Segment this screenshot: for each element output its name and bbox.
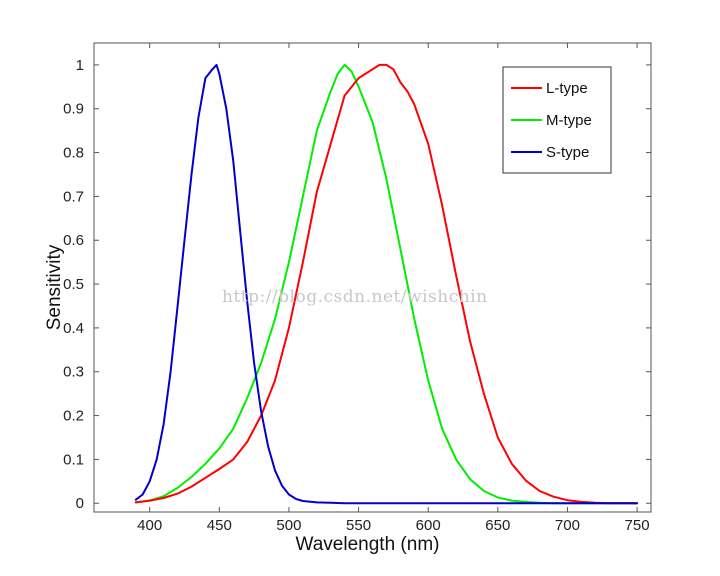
legend: L-type M-type S-type bbox=[502, 66, 612, 174]
x-tick-label: 700 bbox=[555, 517, 580, 534]
legend-label-s-type: S-type bbox=[546, 144, 589, 161]
ticks-layer: 400 450 500 550 600 650 700 750 0 0.1 0.2 0.3 0.4 0.5… bbox=[63, 43, 651, 534]
y-tick-label: 0.8 bbox=[63, 145, 84, 162]
y-tick-label: 0.1 bbox=[63, 451, 84, 468]
y-tick-label: 0.7 bbox=[63, 188, 84, 205]
y-axis-label: Sensitivity bbox=[44, 244, 65, 330]
x-tick-label: 500 bbox=[276, 517, 301, 534]
y-tick-label: 0.5 bbox=[63, 276, 84, 293]
y-tick-label: 0.3 bbox=[63, 364, 84, 381]
series-line-m-type bbox=[134, 63, 639, 505]
x-tick-label: 550 bbox=[346, 517, 371, 534]
y-tick-label: 0.4 bbox=[63, 320, 84, 337]
x-tick-label: 650 bbox=[485, 517, 510, 534]
y-tick-label: 0.9 bbox=[63, 101, 84, 118]
y-tick-label: 0.2 bbox=[63, 408, 84, 425]
x-tick-label: 750 bbox=[625, 517, 650, 534]
y-tick-label: 0 bbox=[76, 495, 84, 512]
watermark-text: http://blog.csdn.net/wishchin bbox=[222, 287, 488, 307]
series-layer bbox=[134, 63, 639, 505]
x-axis-label: Wavelength (nm) bbox=[296, 534, 440, 555]
x-tick-label: 400 bbox=[137, 517, 162, 534]
y-tick-label: 0.6 bbox=[63, 232, 84, 249]
legend-label-l-type: L-type bbox=[546, 80, 588, 97]
y-tick-label: 1 bbox=[76, 57, 84, 74]
x-tick-label: 450 bbox=[207, 517, 232, 534]
x-tick-label: 600 bbox=[416, 517, 441, 534]
series-line-s-type bbox=[134, 63, 639, 505]
series-line-l-type bbox=[134, 63, 639, 505]
legend-label-m-type: M-type bbox=[546, 112, 592, 129]
